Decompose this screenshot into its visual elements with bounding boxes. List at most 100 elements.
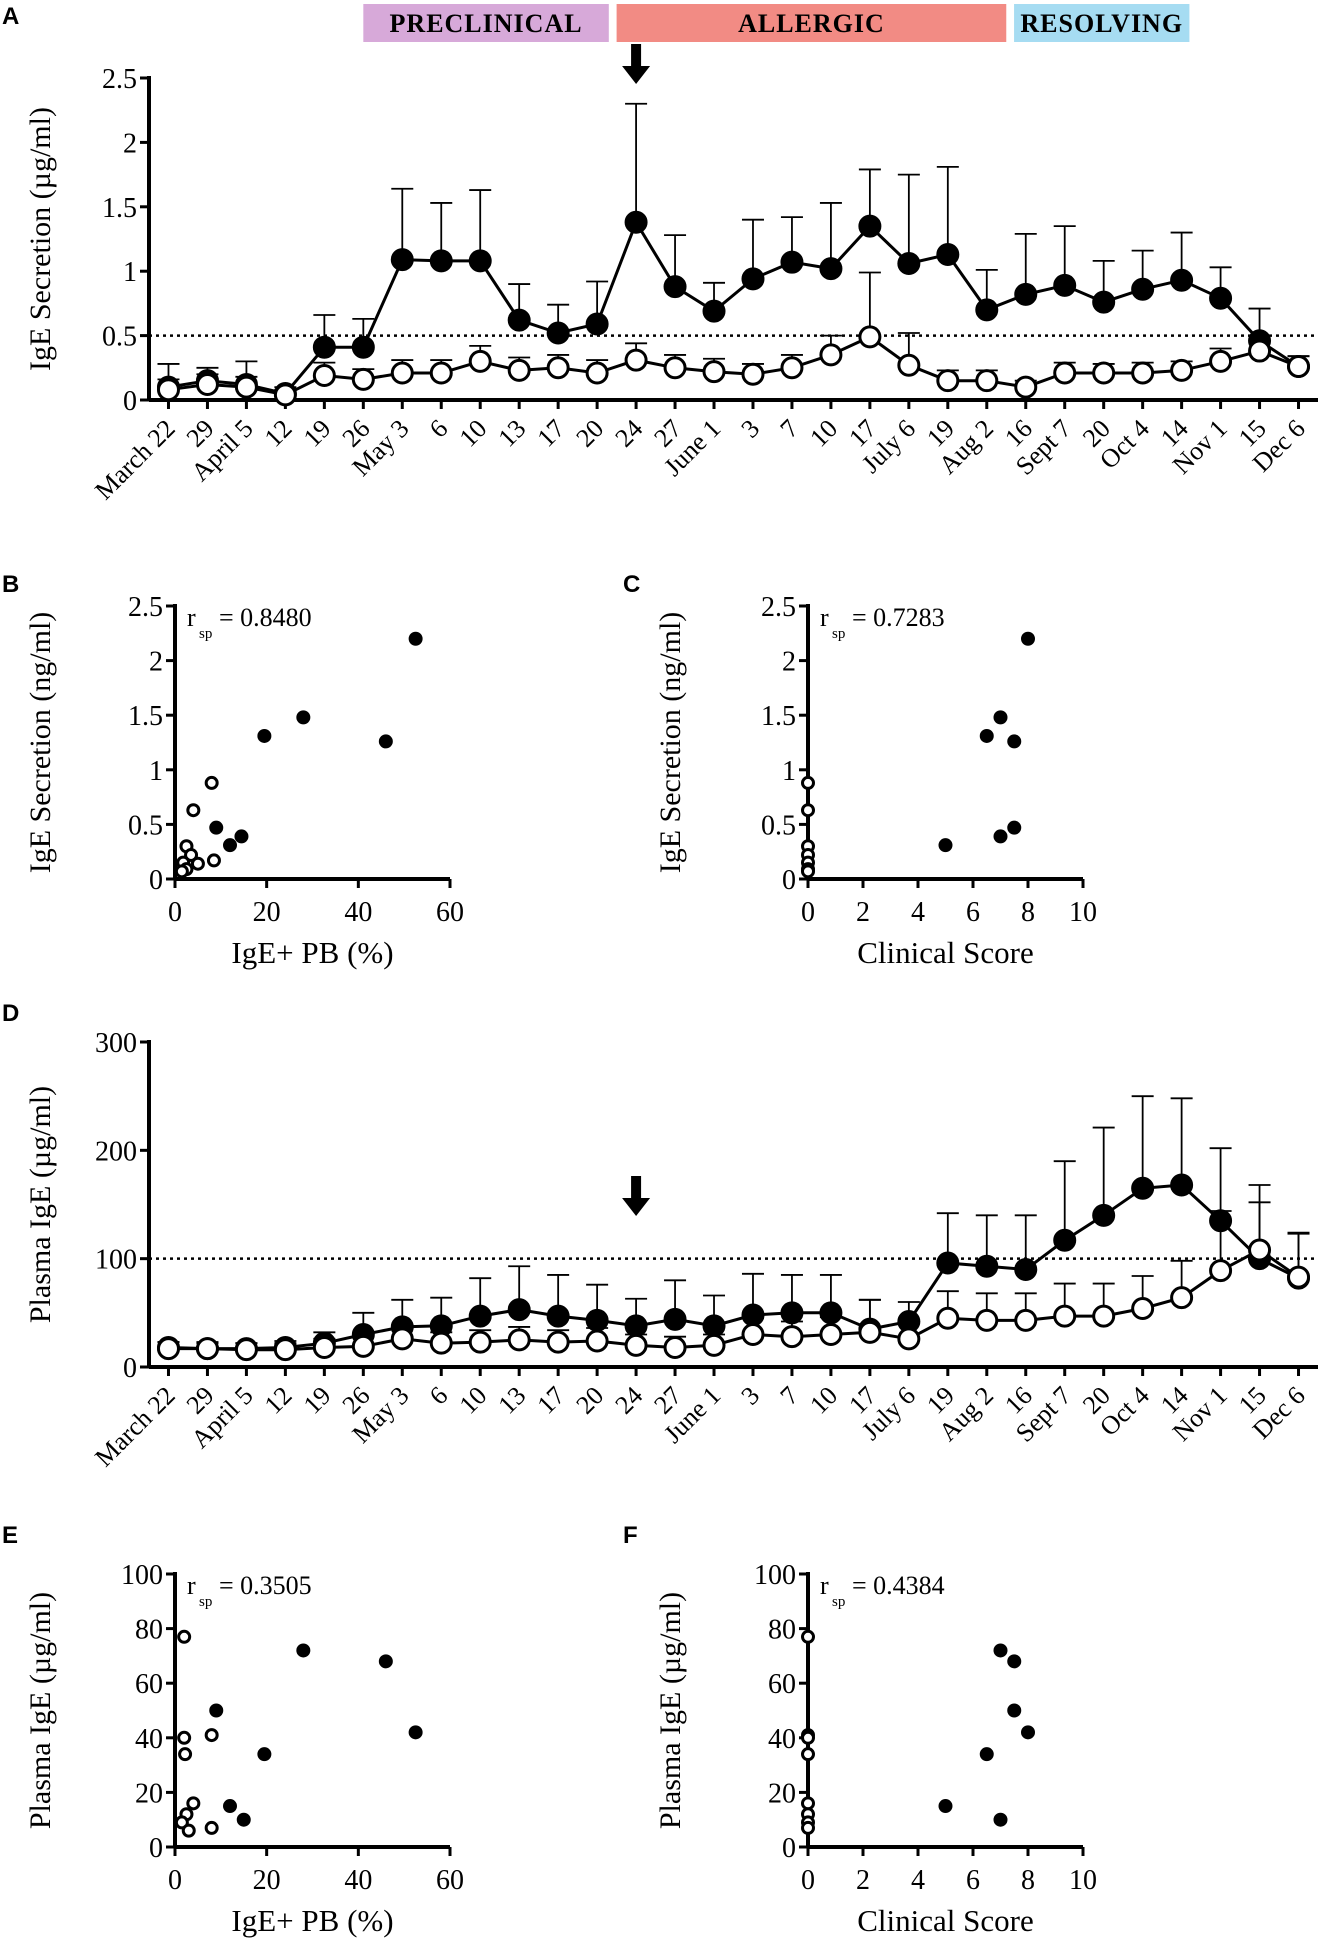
stat-symbol: r — [820, 1571, 829, 1600]
y-axis-label: IgE Secretion (ng/ml) — [24, 612, 57, 874]
data-point-open — [273, 383, 297, 407]
data-point-open — [1248, 339, 1272, 363]
scatter-point-open — [186, 803, 201, 818]
data-point-filled — [897, 251, 921, 275]
scatter-point-open — [181, 1823, 196, 1838]
scatter-point-open — [801, 775, 815, 790]
data-point-filled — [624, 210, 648, 234]
data-point-open — [234, 375, 258, 399]
x-tick-label: 8 — [1021, 1865, 1035, 1896]
data-point-filled — [1170, 268, 1194, 292]
x-tick-label: 6 — [424, 1381, 454, 1411]
scatter-point-filled — [234, 829, 249, 844]
x-tick-label: 19 — [298, 414, 337, 453]
data-point-filled — [546, 321, 570, 345]
y-tick-label: 0 — [782, 865, 796, 896]
x-tick-label: 19 — [298, 1381, 337, 1420]
scatter-point-filled — [223, 1799, 237, 1814]
data-point-filled — [975, 298, 999, 322]
scatter-point-filled — [236, 1812, 251, 1827]
data-point-open — [507, 1328, 531, 1352]
x-tick-label: 60 — [436, 897, 464, 928]
x-tick-label: 2 — [856, 897, 870, 928]
x-tick-label: 0 — [801, 1865, 815, 1896]
x-tick-label: 2 — [856, 1865, 870, 1896]
scatter-point-open — [184, 847, 199, 862]
scatter-point-filled — [993, 1812, 1008, 1827]
data-point-open — [546, 356, 570, 380]
data-point-filled — [741, 1303, 765, 1327]
scatter-point-filled — [378, 1654, 393, 1669]
data-point-filled — [741, 267, 765, 291]
y-tick-label: 0.5 — [761, 810, 796, 841]
y-tick-label: 200 — [95, 1136, 137, 1167]
scatter-point-open — [204, 1728, 219, 1743]
y-tick-label: 2 — [149, 647, 163, 678]
data-point-open — [897, 1327, 921, 1351]
x-tick-label: 10 — [1069, 1865, 1097, 1896]
panel-label-f: F — [623, 1522, 638, 1549]
data-point-filled — [507, 1298, 531, 1322]
data-point-open — [546, 1330, 570, 1354]
y-tick-label: 2 — [782, 647, 796, 678]
y-tick-label: 0.5 — [102, 322, 137, 353]
x-tick-label: 13 — [493, 414, 532, 453]
scatter-point-filled — [1007, 734, 1022, 749]
y-tick-label: 1.5 — [102, 193, 137, 224]
scatter-point-filled — [979, 728, 994, 743]
data-point-open — [312, 364, 336, 388]
scatter-point-open — [178, 1747, 193, 1762]
scatter-point-open — [177, 1730, 192, 1745]
arrow-marker — [622, 1176, 651, 1216]
data-point-open — [1170, 358, 1194, 382]
x-axis-label: IgE+ PB (%) — [231, 1903, 393, 1938]
data-point-filled — [780, 1301, 804, 1325]
data-point-open — [195, 1337, 219, 1361]
y-axis-label: IgE Secretion (µg/ml) — [24, 107, 57, 371]
series-line-filled — [168, 1183, 1300, 1351]
y-tick-label: 0 — [123, 1353, 137, 1384]
stat-subscript: sp — [199, 1594, 212, 1610]
panel-label-e: E — [2, 1522, 18, 1549]
y-tick-label: 0 — [123, 386, 137, 417]
data-point-open — [234, 1338, 258, 1362]
data-point-open — [663, 1336, 687, 1359]
data-point-open — [1014, 375, 1038, 399]
x-tick-label: 0 — [801, 897, 815, 928]
phase-bands: PRECLINICAL ALLERGIC RESOLVING — [363, 4, 1190, 42]
data-point-open — [741, 362, 765, 386]
phase-label-allergic: ALLERGIC — [738, 9, 885, 38]
scatter-point-filled — [378, 734, 393, 749]
x-tick-label: 10 — [454, 414, 493, 453]
arrow-marker — [622, 44, 651, 84]
scatter-point-filled — [993, 829, 1008, 844]
x-tick-label: March 22 — [89, 1381, 180, 1472]
x-tick-label: 6 — [966, 897, 980, 928]
data-point-open — [1209, 349, 1233, 373]
y-tick-label: 2.5 — [102, 64, 137, 95]
scatter-point-open — [186, 1796, 201, 1811]
y-tick-label: 0 — [149, 1833, 163, 1864]
scatter-point-open — [801, 864, 815, 879]
data-point-open — [624, 348, 648, 372]
panel-c-ige-secretion-vs-clinical: 0 0.5 1 1.5 2 2.5 0 2 4 6 8 10 Clinical Score IgE Sec… — [654, 592, 1097, 970]
data-point-filled — [1053, 273, 1077, 297]
y-tick-label: 1 — [123, 257, 137, 288]
scatter-point-filled — [1007, 1703, 1022, 1718]
data-point-open — [936, 369, 960, 393]
scatter-point-open — [204, 775, 219, 790]
data-point-filled — [936, 242, 960, 266]
phase-band-preclinical — [363, 4, 609, 42]
stat-value: = 0.8480 — [219, 603, 312, 632]
scatter-point-filled — [938, 1799, 953, 1814]
y-tick-label: 100 — [95, 1245, 137, 1276]
scatter-point-filled — [1021, 631, 1035, 646]
data-point-filled — [1053, 1228, 1077, 1252]
data-point-filled — [858, 214, 882, 238]
scatter-point-open — [190, 856, 205, 871]
data-point-open — [585, 1329, 609, 1353]
data-point-open — [1053, 1304, 1077, 1328]
scatter-point-filled — [257, 1747, 272, 1762]
